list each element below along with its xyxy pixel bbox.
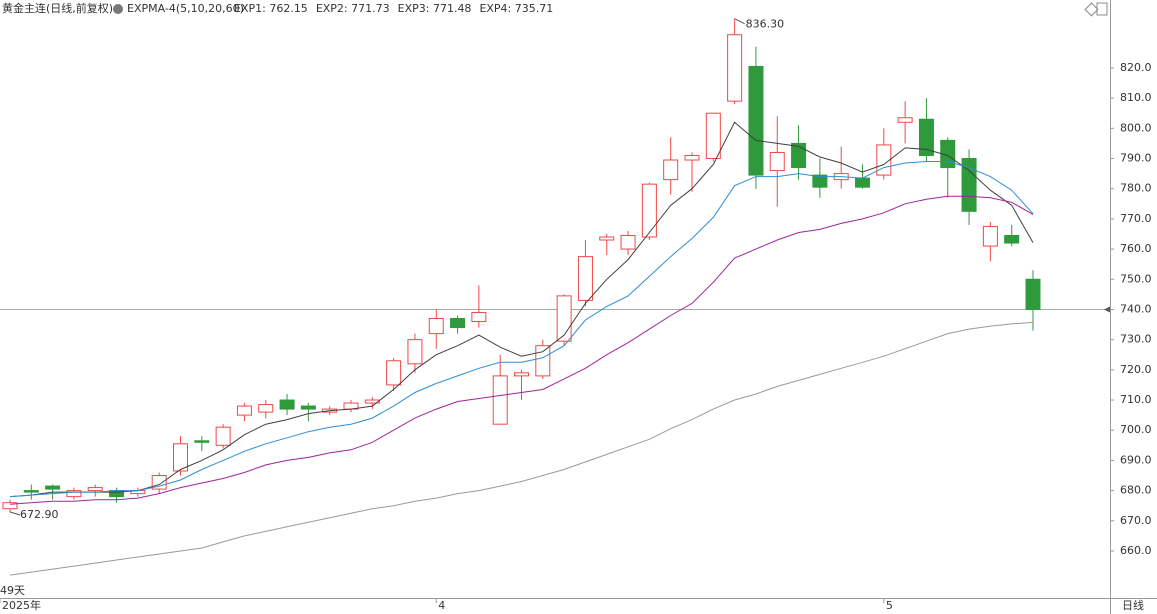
y-tick-label: 660.0: [1120, 544, 1152, 557]
candle-body: [236, 405, 252, 416]
ema-line: [9, 161, 1034, 498]
candle-body: [791, 142, 807, 169]
candle-body: [577, 256, 593, 301]
x-tick-label: 5: [886, 599, 893, 612]
candle-body: [1004, 234, 1020, 244]
candle-body: [66, 490, 82, 498]
y-tick-label: 710.0: [1120, 393, 1152, 406]
candle-body: [258, 404, 274, 413]
candle-body: [620, 234, 636, 250]
diamond-icon[interactable]: [1084, 2, 1099, 17]
candle-body: [812, 174, 828, 188]
candle-body: [514, 372, 529, 377]
candle-body: [386, 360, 402, 386]
y-tick-label: 750.0: [1120, 272, 1152, 285]
candle-body: [876, 144, 892, 176]
candle-body: [471, 311, 487, 323]
candle-body: [87, 487, 103, 492]
candle-body: [300, 405, 316, 410]
candle-body: [428, 318, 444, 335]
candle-body: [599, 236, 615, 241]
y-tick-label: 670.0: [1120, 514, 1152, 527]
legend-entry: EXP4: 735.71: [479, 2, 553, 15]
x-tick-label: 2025年: [2, 598, 41, 612]
y-tick-label: 700.0: [1120, 423, 1152, 436]
min-pointer: [9, 511, 21, 516]
indicator-icon[interactable]: [113, 4, 123, 14]
y-tick-label: 690.0: [1120, 453, 1152, 466]
max-pointer: [734, 18, 745, 25]
ema-line: [9, 321, 1034, 576]
candle-body: [23, 490, 39, 493]
price-marker: [1104, 306, 1110, 313]
x-tick-label: 4: [438, 599, 445, 612]
y-tick-label: 800.0: [1120, 121, 1152, 134]
y-tick-label: 790.0: [1120, 152, 1152, 165]
ema-line: [9, 121, 1034, 498]
candle-body: [450, 318, 466, 329]
candle-body: [705, 112, 721, 160]
window-icon[interactable]: [1096, 2, 1108, 16]
candle-body: [173, 443, 188, 472]
candle-body: [748, 65, 764, 176]
legend-entry: EXP2: 771.73: [316, 2, 390, 15]
y-tick-label: 810.0: [1120, 91, 1152, 104]
candle-body: [194, 440, 210, 443]
period-label[interactable]: 日线: [1122, 598, 1144, 612]
candle-body: [769, 151, 785, 172]
indicator-label: EXPMA-4(5,10,20,60): [127, 2, 244, 15]
candle-body: [982, 225, 998, 247]
candle-body: [663, 159, 679, 181]
count-label: 49天: [0, 584, 25, 597]
candle-body: [45, 485, 61, 490]
legend-entry: EXP3: 771.48: [398, 2, 472, 15]
candle-body: [855, 177, 870, 188]
max-label: 836.30: [746, 18, 785, 31]
candle-body: [961, 158, 977, 212]
ema-line: [9, 195, 1034, 505]
legend-entry: EXP1: 762.15: [234, 2, 308, 15]
y-tick-label: 720.0: [1120, 363, 1152, 376]
candle-body: [215, 426, 231, 446]
y-tick-label: 730.0: [1120, 333, 1152, 346]
candle-body: [727, 34, 743, 102]
candle-body: [279, 399, 295, 410]
candle-body: [364, 399, 380, 404]
min-label: 672.90: [20, 508, 59, 521]
chart-title: 黄金主连(日线,前复权): [2, 1, 113, 15]
candle-body: [407, 339, 423, 365]
y-tick-label: 680.0: [1120, 484, 1152, 497]
y-tick-label: 770.0: [1120, 212, 1152, 225]
candle-body: [641, 183, 657, 238]
y-tick-label: 760.0: [1120, 242, 1152, 255]
y-tick-label: 820.0: [1120, 61, 1152, 74]
candle-body: [897, 117, 913, 123]
candle-body: [535, 345, 551, 377]
candle-body: [684, 154, 700, 161]
candle-body: [2, 502, 18, 510]
y-tick-label: 780.0: [1120, 182, 1152, 195]
candle-body: [918, 118, 934, 156]
y-tick-label: 740.0: [1120, 302, 1152, 315]
candle-body: [492, 375, 508, 425]
candle-body: [1025, 278, 1041, 310]
